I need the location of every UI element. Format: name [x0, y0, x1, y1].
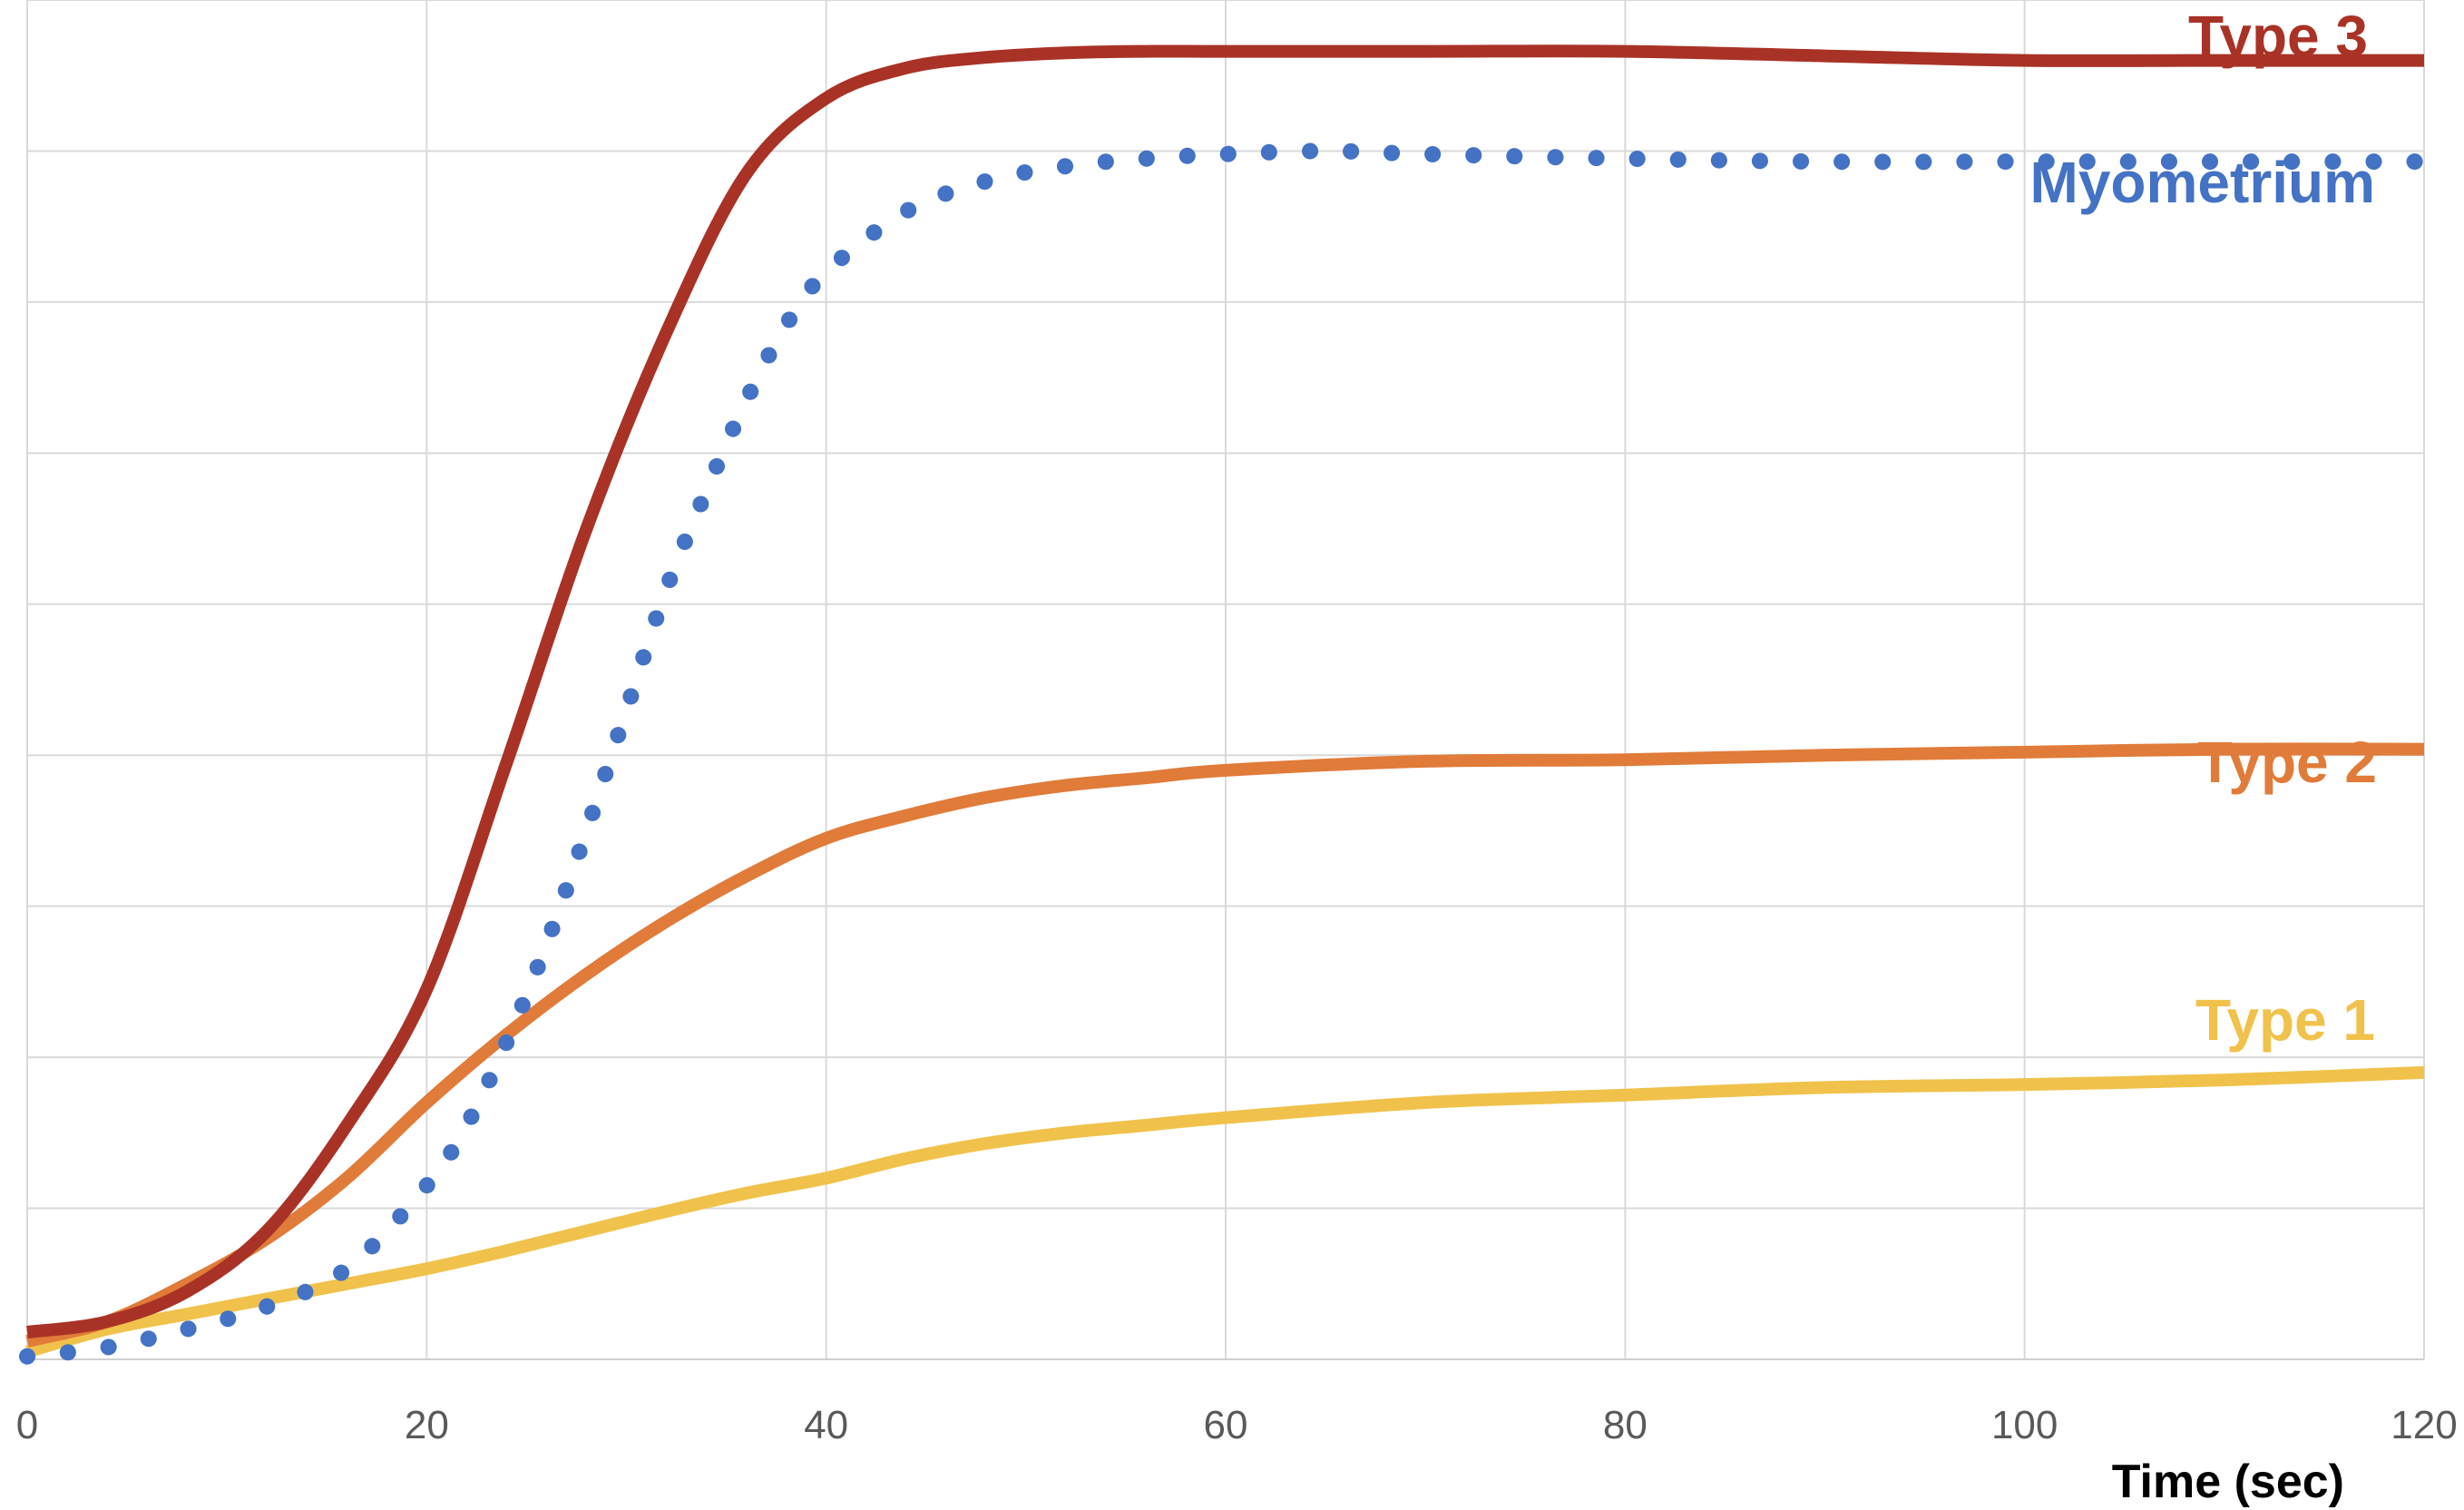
x-tick-label: 100	[1991, 1403, 2058, 1447]
series-label-type-2: Type 2	[2197, 730, 2377, 795]
x-tick-label: 60	[1204, 1403, 1248, 1447]
series-label-type-1: Type 1	[2195, 987, 2375, 1053]
series-line-myometrium	[19, 142, 2432, 1365]
series-layer	[19, 44, 2432, 1365]
x-axis-tick-labels: 0 20 40 60 80 100 120	[16, 1403, 2458, 1447]
x-axis-title: Time (sec)	[2112, 1456, 2344, 1508]
gridlines	[26, 0, 2425, 1360]
series-line-type-3	[26, 44, 2424, 1338]
series-line-type-1	[25, 1065, 2425, 1358]
series-label-myometrium: Myometrium	[2030, 150, 2376, 215]
x-tick-label: 20	[405, 1403, 449, 1447]
series-line-type-2	[25, 742, 2425, 1348]
series-label-type-3: Type 3	[2188, 4, 2368, 69]
x-tick-label: 40	[804, 1403, 848, 1447]
x-tick-label: 80	[1603, 1403, 1648, 1447]
x-tick-label: 0	[16, 1403, 38, 1447]
x-tick-label: 120	[2391, 1403, 2457, 1447]
